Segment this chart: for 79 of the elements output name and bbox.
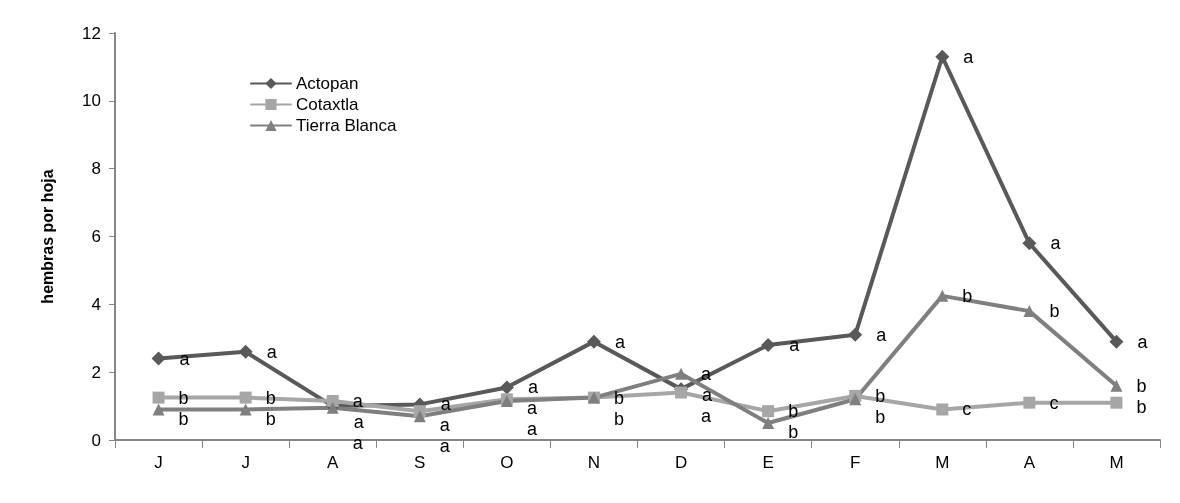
data-label: a — [352, 433, 364, 453]
legend-label: Cotaxtla — [296, 95, 359, 114]
point — [586, 334, 601, 349]
point — [239, 391, 252, 404]
data-label: b — [788, 422, 799, 443]
data-label: a — [266, 341, 278, 362]
point — [1023, 396, 1036, 409]
y-tick-label: 6 — [91, 227, 101, 246]
data-label: b — [613, 387, 624, 408]
legend-label: Tierra Blanca — [296, 116, 398, 135]
data-label: b — [962, 285, 973, 306]
x-tick-label: E — [762, 453, 774, 472]
data-label: a — [1050, 233, 1062, 254]
y-tick-label: 10 — [82, 91, 101, 111]
y-axis-title: hembras por hoja — [38, 169, 56, 304]
point — [1109, 334, 1124, 349]
point — [848, 327, 863, 342]
data-label: a — [702, 384, 714, 405]
data-label: c — [1049, 392, 1059, 413]
y-tick-label: 0 — [91, 430, 101, 450]
data-label: b — [875, 406, 886, 427]
data-label: b — [875, 385, 886, 406]
point — [935, 49, 950, 64]
x-tick-label: S — [414, 453, 426, 472]
point — [675, 386, 688, 399]
point — [762, 405, 775, 418]
point — [152, 403, 165, 416]
point — [152, 391, 165, 404]
x-tick-label: N — [587, 453, 601, 472]
x-tick-label: J — [241, 453, 250, 472]
data-label: a — [526, 419, 538, 440]
data-label: b — [178, 408, 189, 429]
x-tick-label: A — [327, 453, 340, 472]
data-label: a — [353, 412, 365, 432]
point — [762, 417, 775, 430]
y-tick-label: 12 — [82, 23, 101, 43]
point — [675, 367, 688, 380]
data-label: a — [440, 394, 452, 415]
point — [936, 403, 949, 416]
data-label: a — [876, 324, 888, 345]
x-tick-label: A — [1023, 453, 1036, 472]
data-label: c — [962, 399, 972, 420]
point — [238, 344, 253, 359]
x-tick-label: M — [935, 453, 950, 472]
data-label: a — [1137, 331, 1149, 352]
point — [1110, 379, 1123, 392]
x-tick-label: M — [1109, 453, 1124, 472]
y-tick-label: 8 — [91, 159, 101, 179]
data-label: a — [526, 398, 538, 419]
data-label: a — [439, 415, 451, 436]
x-tick-label: D — [674, 453, 688, 472]
legend-label: Actopan — [296, 74, 359, 93]
data-label: a — [439, 436, 451, 457]
point — [761, 338, 776, 353]
data-label: a — [527, 377, 539, 398]
data-label: b — [788, 401, 799, 422]
data-label: b — [265, 408, 276, 429]
y-tick-label: 4 — [91, 294, 101, 314]
data-label: a — [701, 405, 713, 426]
point — [239, 403, 252, 416]
x-tick-label: O — [500, 453, 514, 472]
x-tick-label: F — [850, 453, 861, 472]
point — [151, 351, 166, 366]
x-tick-label: J — [154, 453, 163, 472]
y-tick-label: 2 — [91, 362, 101, 382]
point — [1110, 396, 1123, 409]
data-label: b — [265, 387, 276, 408]
data-label: b — [1136, 396, 1147, 417]
point — [499, 380, 514, 395]
point — [1022, 236, 1037, 251]
point — [849, 393, 862, 406]
data-label: b — [1049, 301, 1060, 322]
data-label: b — [613, 408, 624, 429]
point — [413, 410, 426, 423]
data-label: b — [178, 387, 189, 408]
data-label: a — [352, 391, 364, 411]
data-label: b — [1136, 375, 1147, 396]
data-label: a — [614, 331, 626, 352]
data-label: a — [963, 46, 975, 67]
